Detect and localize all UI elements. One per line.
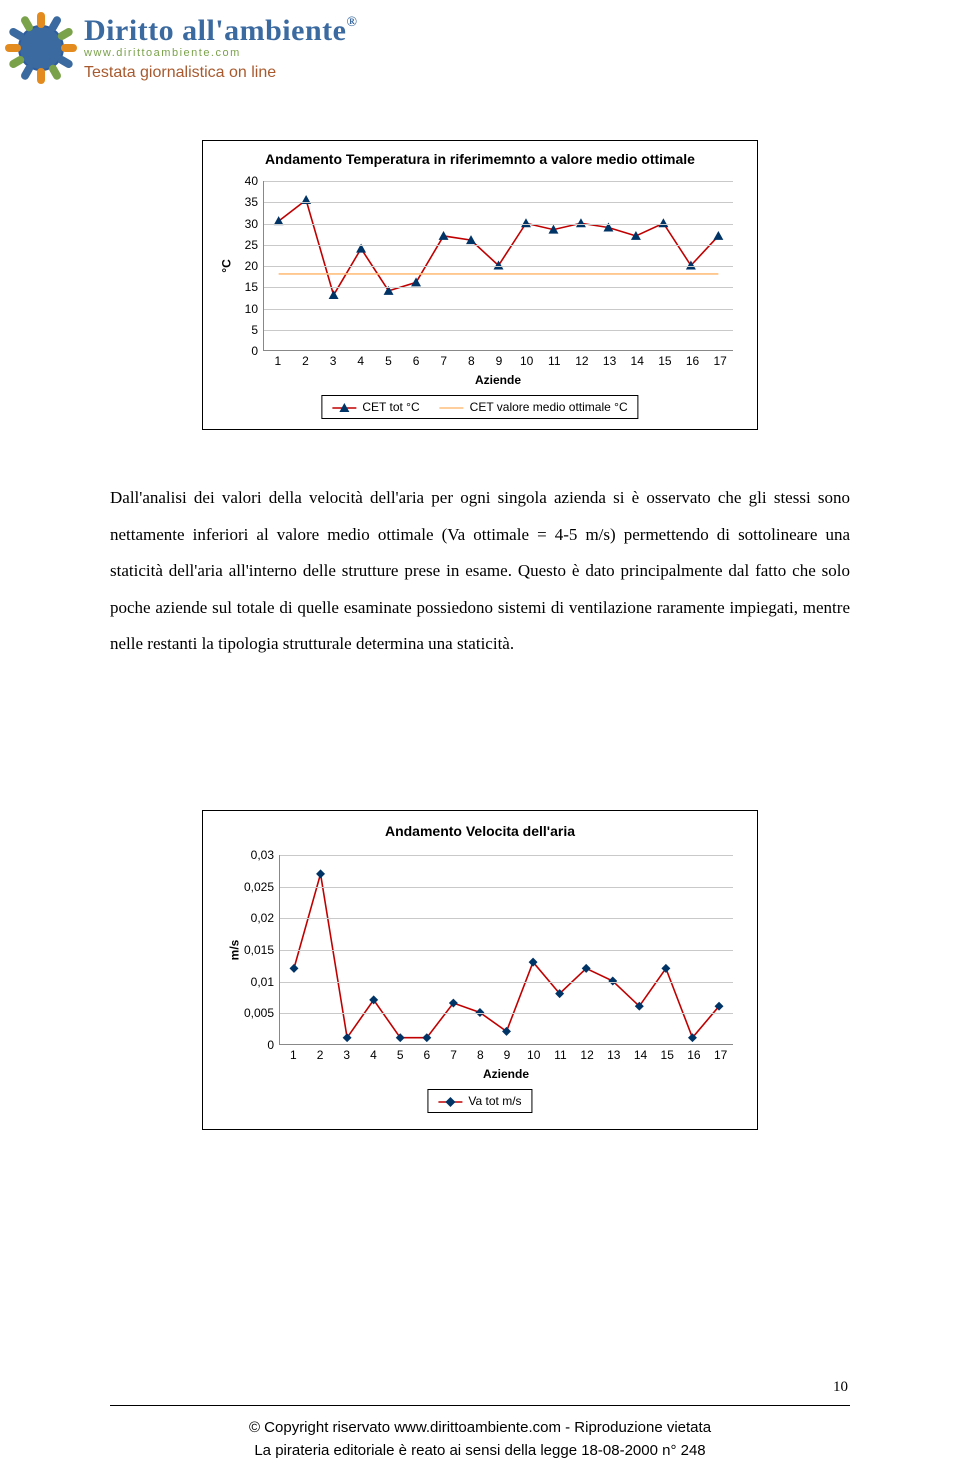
xtick-label: 11 [554, 1044, 566, 1062]
xtick-label: 10 [527, 1044, 540, 1062]
ytick-label: 0,01 [251, 975, 280, 989]
registered-icon: ® [346, 15, 357, 30]
ytick-label: 30 [245, 217, 264, 231]
legend-label: Va tot m/s [468, 1094, 521, 1108]
chart-plot-area: °C 0510152025303540123456789101112131415… [263, 181, 733, 351]
legend-swatch-icon [440, 402, 464, 412]
xtick-label: 17 [714, 1044, 727, 1062]
xtick-label: 6 [413, 350, 420, 368]
logo-sun-icon [4, 11, 78, 85]
xtick-label: 16 [686, 350, 699, 368]
xtick-label: 9 [496, 350, 503, 368]
ytick-label: 10 [245, 302, 264, 316]
xtick-label: 14 [634, 1044, 647, 1062]
logo-text-block: Diritto all'ambiente® www.dirittoambient… [84, 16, 357, 81]
xtick-label: 2 [302, 350, 309, 368]
xtick-label: 12 [580, 1044, 593, 1062]
xtick-label: 10 [520, 350, 533, 368]
logo-subtitle: Testata giornalistica on line [84, 65, 357, 81]
xtick-label: 8 [468, 350, 475, 368]
legend-item: CET tot °C [332, 400, 419, 414]
legend-swatch-icon [438, 1096, 462, 1106]
xtick-label: 6 [424, 1044, 431, 1062]
x-axis-label: Aziende [483, 1067, 529, 1081]
x-axis-label: Aziende [475, 373, 521, 387]
xtick-label: 3 [330, 350, 337, 368]
legend-label: CET tot °C [362, 400, 419, 414]
legend-label: CET valore medio ottimale °C [470, 400, 628, 414]
xtick-label: 5 [397, 1044, 404, 1062]
ytick-label: 0 [267, 1038, 280, 1052]
ytick-label: 0 [251, 344, 264, 358]
y-axis-label: °C [220, 259, 234, 272]
chart-plot-area: m/s 00,0050,010,0150,020,0250,0312345678… [279, 855, 733, 1045]
xtick-label: 11 [548, 350, 560, 368]
xtick-label: 1 [274, 350, 281, 368]
chart-legend: Va tot m/s [427, 1089, 532, 1113]
xtick-label: 12 [575, 350, 588, 368]
chart-title: Andamento Temperatura in riferimemnto a … [203, 141, 757, 167]
xtick-label: 3 [343, 1044, 350, 1062]
ytick-label: 0,02 [251, 911, 280, 925]
xtick-label: 9 [504, 1044, 511, 1062]
footer-rule [110, 1405, 850, 1406]
xtick-label: 16 [687, 1044, 700, 1062]
ytick-label: 0,005 [244, 1006, 280, 1020]
xtick-label: 7 [440, 350, 447, 368]
velocity-chart: Andamento Velocita dell'aria m/s 00,0050… [202, 810, 758, 1130]
xtick-label: 15 [658, 350, 671, 368]
temperature-chart: Andamento Temperatura in riferimemnto a … [202, 140, 758, 430]
footer-line-1: © Copyright riservato www.dirittoambient… [0, 1417, 960, 1440]
site-logo: Diritto all'ambiente® www.dirittoambient… [4, 4, 404, 92]
ytick-label: 40 [245, 174, 264, 188]
footer-line-2: La pirateria editoriale è reato ai sensi… [0, 1440, 960, 1463]
xtick-label: 8 [477, 1044, 484, 1062]
chart-title: Andamento Velocita dell'aria [203, 811, 757, 839]
chart-legend: CET tot °C CET valore medio ottimale °C [321, 395, 638, 419]
footer: © Copyright riservato www.dirittoambient… [0, 1417, 960, 1462]
ytick-label: 15 [245, 280, 264, 294]
xtick-label: 15 [661, 1044, 674, 1062]
xtick-label: 7 [450, 1044, 457, 1062]
xtick-label: 14 [631, 350, 644, 368]
ytick-label: 5 [251, 323, 264, 337]
legend-swatch-icon [332, 402, 356, 412]
xtick-label: 4 [357, 350, 364, 368]
xtick-label: 2 [317, 1044, 324, 1062]
analysis-paragraph: Dall'analisi dei valori della velocità d… [110, 480, 850, 663]
y-axis-label: m/s [227, 939, 241, 960]
ytick-label: 0,025 [244, 880, 280, 894]
legend-item: Va tot m/s [438, 1094, 521, 1108]
ytick-label: 35 [245, 195, 264, 209]
ytick-label: 25 [245, 238, 264, 252]
xtick-label: 4 [370, 1044, 377, 1062]
xtick-label: 13 [603, 350, 616, 368]
page-number: 10 [833, 1379, 848, 1396]
xtick-label: 5 [385, 350, 392, 368]
ytick-label: 20 [245, 259, 264, 273]
logo-title: Diritto all'ambiente® [84, 16, 357, 46]
ytick-label: 0,015 [244, 943, 280, 957]
ytick-label: 0,03 [251, 848, 280, 862]
logo-title-text: Diritto all'ambiente [84, 14, 346, 47]
xtick-label: 1 [290, 1044, 297, 1062]
xtick-label: 13 [607, 1044, 620, 1062]
xtick-label: 17 [713, 350, 726, 368]
logo-url: www.dirittoambiente.com [84, 48, 357, 59]
legend-item: CET valore medio ottimale °C [440, 400, 628, 414]
